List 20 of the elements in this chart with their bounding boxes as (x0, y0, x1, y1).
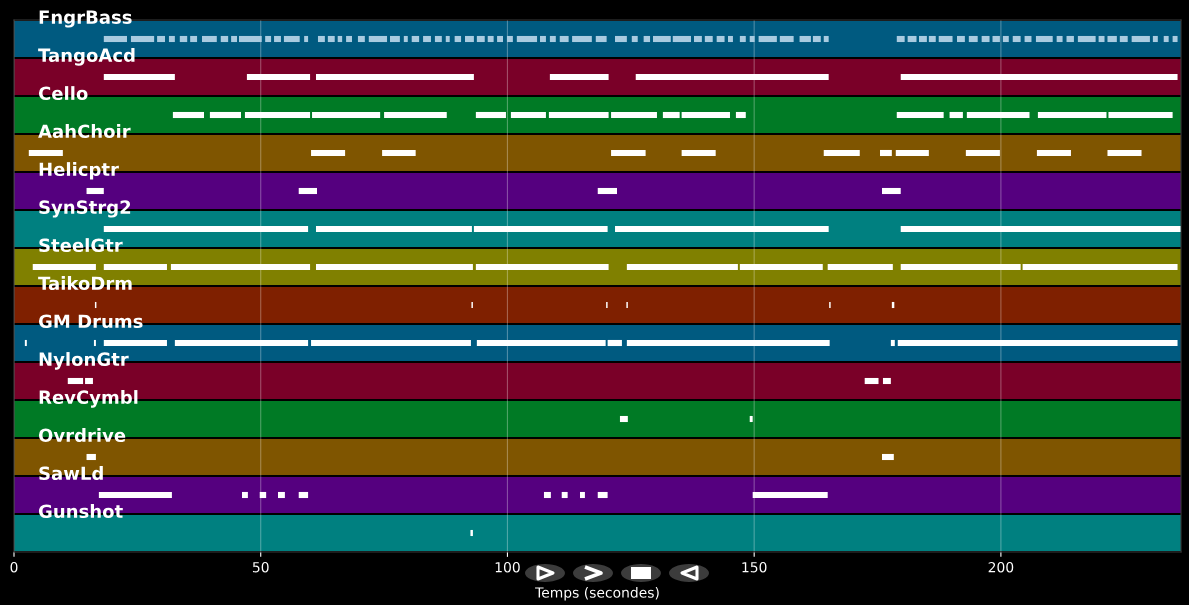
y-tick-label: Gunshot (38, 504, 123, 519)
y-tick-label: Ovrdrive (38, 428, 126, 443)
x-axis-title: Temps (secondes) (535, 587, 659, 601)
y-tick-label: RevCymbl (39, 390, 138, 408)
y-tick-label: FngrBass (39, 10, 132, 28)
y-tick-label: GM Drums (38, 314, 143, 329)
y-tick-label: NylonGtr (39, 352, 129, 370)
x-tick-label: 150 (742, 561, 767, 573)
x-tick-label: 50 (252, 561, 269, 573)
x-tick-label: 100 (495, 561, 520, 573)
y-tick-label: SteelGtr (39, 238, 123, 253)
y-tick-label: Cello (38, 86, 88, 101)
y-tick-label: TangoAcd (38, 48, 135, 66)
x-tick-label: 0 (10, 561, 18, 573)
y-tick-label: SawLd (39, 466, 103, 481)
x-tick-label: 200 (988, 561, 1014, 573)
y-tick-label: Helicptr (39, 162, 119, 180)
y-tick-label: SynStrg2 (39, 200, 131, 218)
y-tick-label: AahChoir (38, 124, 131, 139)
y-tick-label: TaikoDrm (38, 276, 132, 291)
